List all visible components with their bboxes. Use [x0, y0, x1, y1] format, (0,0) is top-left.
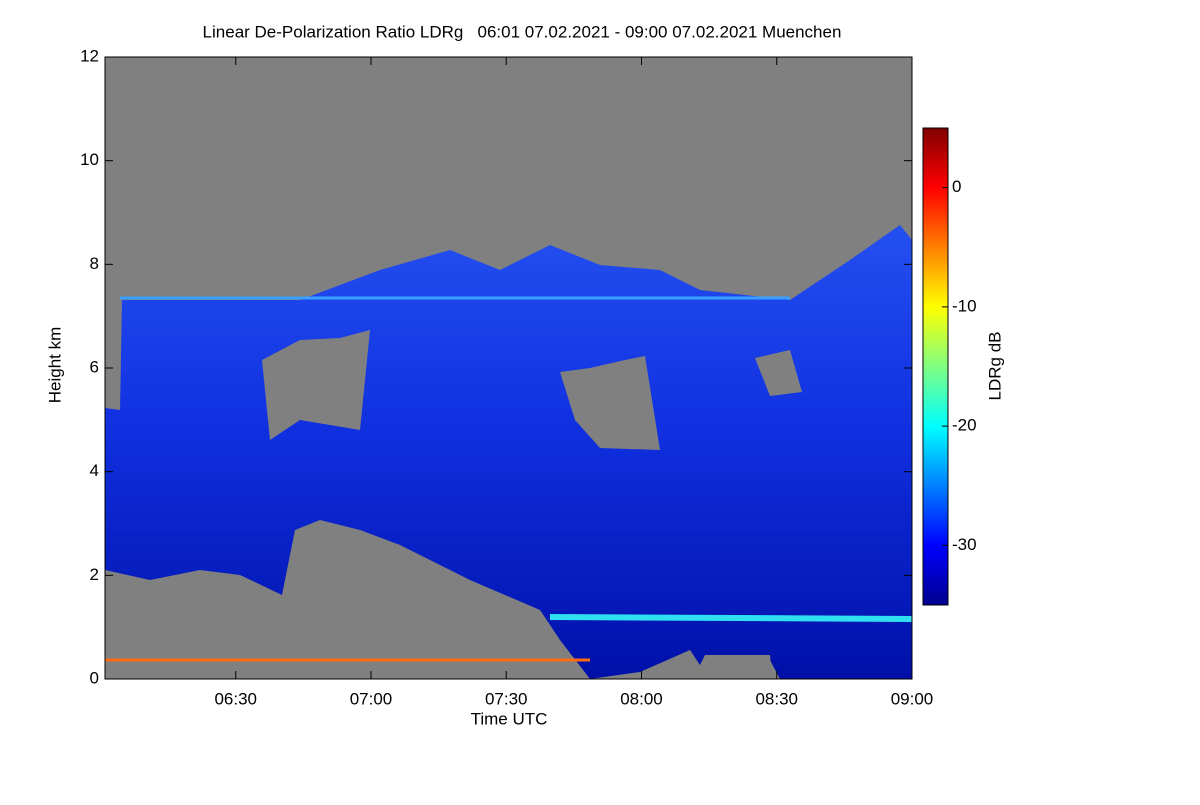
x-tick-label: 09:00	[891, 689, 934, 708]
colorbar-label: LDRg dB	[985, 332, 1004, 401]
colorbar-tick-label: -30	[952, 535, 977, 554]
y-tick-label: 12	[80, 46, 99, 65]
x-tick-label: 08:00	[620, 689, 663, 708]
x-axis-label: Time UTC	[471, 709, 548, 728]
x-tick-label: 08:30	[755, 689, 798, 708]
y-tick-label: 8	[90, 254, 99, 273]
colorbar-tick-label: -10	[952, 296, 977, 315]
plot-area	[104, 56, 913, 680]
gap-region	[262, 330, 370, 440]
y-tick-label: 10	[80, 150, 99, 169]
gap-region	[560, 356, 660, 450]
gap-region	[755, 350, 802, 396]
y-tick-label: 6	[90, 357, 99, 376]
x-tick-label: 07:30	[485, 689, 528, 708]
cloud-region	[105, 225, 912, 679]
y-axis-label: Height km	[45, 327, 64, 404]
x-tick-label: 06:30	[214, 689, 257, 708]
colorbar	[922, 127, 949, 606]
colorbar-tick-label: -20	[952, 416, 977, 435]
colorbar-tick-label: 0	[952, 177, 961, 196]
chart-title: Linear De-Polarization Ratio LDRg 06:01 …	[203, 22, 842, 41]
y-tick-label: 0	[90, 668, 99, 687]
y-tick-label: 2	[90, 565, 99, 584]
y-tick-label: 4	[90, 461, 99, 480]
x-tick-label: 07:00	[350, 689, 393, 708]
gap-region	[700, 655, 772, 679]
boundary-layer-band	[549, 614, 913, 622]
